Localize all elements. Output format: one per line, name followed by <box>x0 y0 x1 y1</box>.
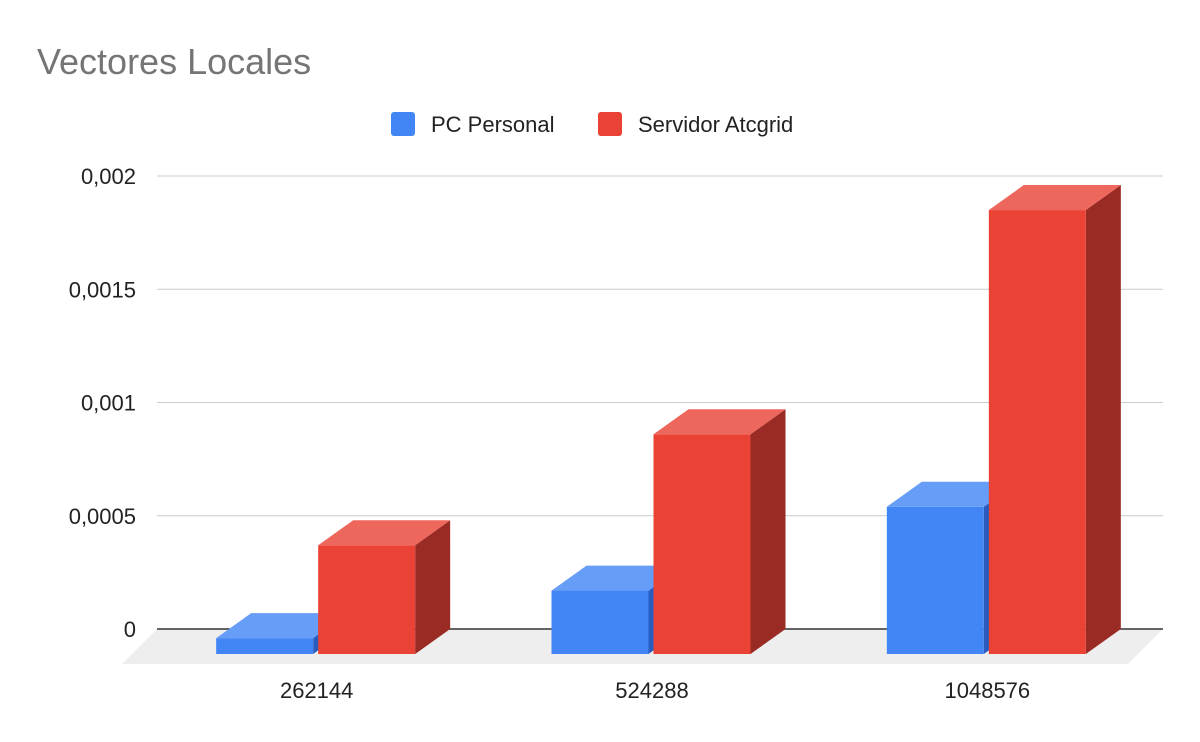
x-axis-labels: 262144 524288 1048576 <box>280 678 1030 703</box>
bar-front <box>551 590 649 654</box>
y-axis-ticks: 0 0,0005 0,001 0,0015 0,002 <box>69 164 136 642</box>
chart-title: Vectores Locales <box>37 41 311 82</box>
bar-side <box>1085 185 1121 654</box>
x-tick-label: 524288 <box>615 678 688 703</box>
bar-top <box>988 185 1121 211</box>
bar-front <box>318 545 416 654</box>
y-tick-label: 0 <box>124 617 136 642</box>
y-tick-label: 0,002 <box>81 164 136 189</box>
bar-pc-personal-262144 <box>216 613 349 654</box>
x-tick-label: 262144 <box>280 678 353 703</box>
legend-label-servidor-atcgrid: Servidor Atcgrid <box>638 112 793 137</box>
bar-top <box>886 481 1019 507</box>
bar-top <box>551 565 684 591</box>
legend: PC Personal Servidor Atcgrid <box>391 112 793 137</box>
bar-servidor-atcgrid-1048576 <box>988 185 1121 654</box>
bars <box>216 185 1121 654</box>
bar-front <box>216 638 314 654</box>
y-tick-label: 0,0015 <box>69 277 136 302</box>
y-tick-label: 0,0005 <box>69 504 136 529</box>
legend-swatch-servidor-atcgrid <box>598 112 622 136</box>
bar-top <box>653 409 786 435</box>
bar-top <box>318 520 451 546</box>
x-tick-label: 1048576 <box>945 678 1031 703</box>
bar-front <box>886 506 984 654</box>
bar-side <box>750 409 786 654</box>
legend-label-pc-personal: PC Personal <box>431 112 555 137</box>
bar-servidor-atcgrid-524288 <box>653 409 786 654</box>
bar-side <box>415 520 451 654</box>
bar-servidor-atcgrid-262144 <box>318 520 451 654</box>
bar-top <box>216 613 349 639</box>
bar-front <box>988 210 1086 654</box>
y-tick-label: 0,001 <box>81 391 136 416</box>
legend-swatch-pc-personal <box>391 112 415 136</box>
bar-front <box>653 434 751 654</box>
